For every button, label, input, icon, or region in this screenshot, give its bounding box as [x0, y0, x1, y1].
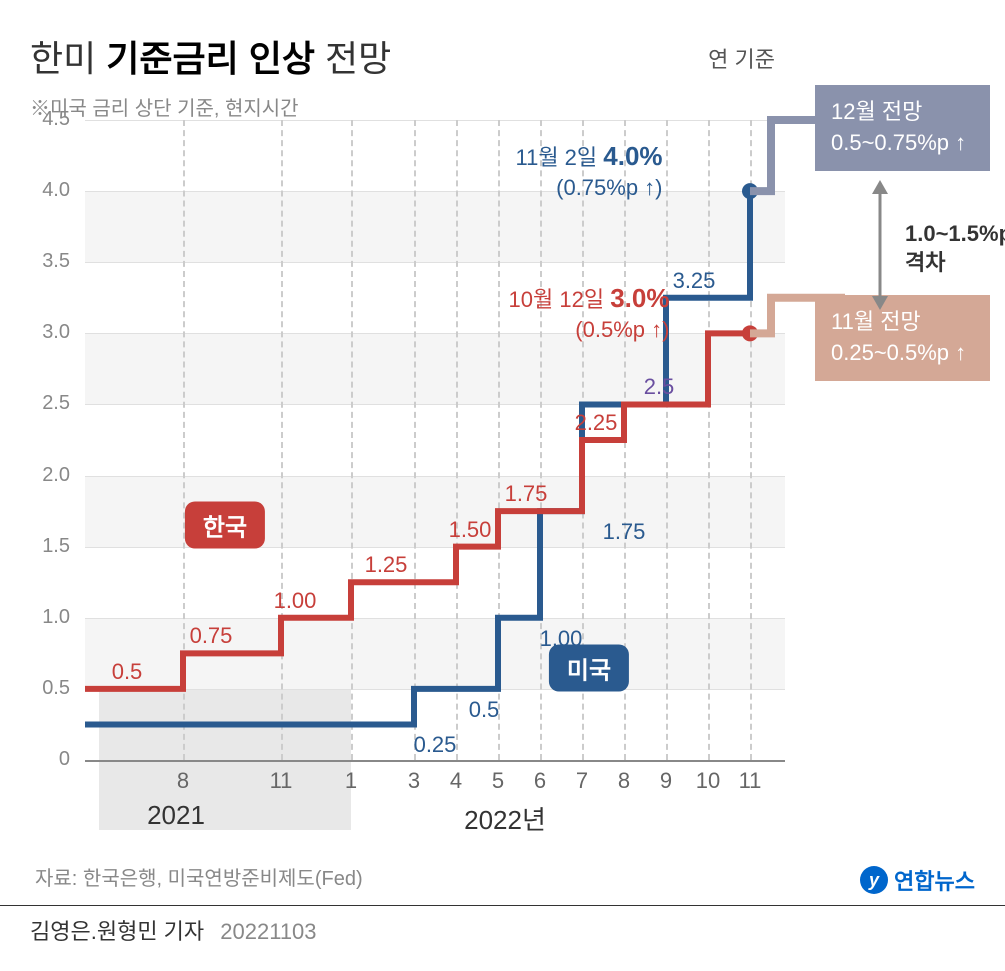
title-part2: 기준금리 인상 [106, 38, 315, 79]
forecast-box-usa: 12월 전망0.5~0.75%p ↑ [815, 85, 990, 171]
value-label: 1.00 [274, 588, 317, 614]
value-label: 3.25 [673, 268, 716, 294]
x-year-label: 2022년 [464, 800, 546, 837]
y-tick-label: 1.5 [20, 535, 70, 558]
plot-svg [85, 120, 785, 760]
y-tick-label: 2.5 [20, 392, 70, 415]
x-tick-label: 1 [345, 768, 357, 794]
x-tick-label: 3 [408, 768, 420, 794]
value-label: 0.25 [414, 732, 457, 758]
byline-date: 20221103 [220, 919, 316, 944]
series-badge-korea: 한국 [185, 502, 265, 549]
value-label: 1.50 [449, 517, 492, 543]
byline: 김영은.원형민 기자 20221103 [30, 914, 317, 946]
chart-container: 한미 기준금리 인상 전망 연 기준 ※미국 금리 상단 기준, 현지시간 00… [0, 0, 1005, 971]
value-label: 1.75 [603, 519, 646, 545]
chart-title: 한미 기준금리 인상 전망 [30, 30, 985, 82]
logo-text: 연합뉴스 [894, 864, 975, 896]
x-tick-label: 8 [618, 768, 630, 794]
y-tick-label: 1.0 [20, 606, 70, 629]
value-label: 0.5 [469, 697, 500, 723]
forecast-box-korea: 11월 전망0.25~0.5%p ↑ [815, 295, 990, 381]
value-label: 2.25 [575, 410, 618, 436]
footer-divider [0, 905, 1005, 906]
x-tick-label: 9 [660, 768, 672, 794]
y-tick-label: 4.0 [20, 179, 70, 202]
y-tick-label: 2.0 [20, 464, 70, 487]
series-line [85, 191, 750, 724]
logo-icon: y [860, 866, 888, 894]
value-label: 2.5 [644, 374, 675, 400]
value-label: 0.5 [112, 659, 143, 685]
y-tick-label: 4.5 [20, 108, 70, 131]
logo: y 연합뉴스 [860, 864, 975, 896]
subtitle-right: 연 기준 [708, 42, 775, 74]
series-callout: 10월 12일 3.0%(0.5%p ↑) [509, 282, 670, 344]
byline-authors: 김영은.원형민 기자 [30, 919, 204, 944]
x-tick-label: 6 [534, 768, 546, 794]
value-label: 0.75 [190, 623, 233, 649]
title-part3: 전망 [315, 38, 391, 79]
value-label: 1.25 [365, 552, 408, 578]
series-callout: 11월 2일 4.0%(0.75%p ↑) [515, 140, 662, 202]
x-year-label: 2021 [147, 800, 205, 831]
y-tick-label: 3.0 [20, 321, 70, 344]
x-tick-label: 8 [177, 768, 189, 794]
title-part1: 한미 [30, 38, 106, 79]
y-tick-label: 3.5 [20, 250, 70, 273]
x-tick-label: 11 [270, 768, 293, 794]
x-tick-label: 5 [492, 768, 504, 794]
value-label: 1.75 [505, 481, 548, 507]
y-tick-label: 0.5 [20, 677, 70, 700]
gap-text: 1.0~1.5%p격차 [905, 220, 1005, 277]
x-axis-line [85, 760, 785, 762]
gap-arrow-icon [860, 180, 900, 320]
source-text: 자료: 한국은행, 미국연방준비제도(Fed) [35, 862, 363, 891]
x-tick-label: 7 [576, 768, 588, 794]
x-tick-label: 10 [696, 768, 720, 794]
x-tick-label: 11 [739, 768, 762, 794]
x-tick-label: 4 [450, 768, 462, 794]
y-tick-label: 0 [20, 748, 70, 771]
plot-area: 00.51.01.52.02.53.03.54.04.5811134567891… [85, 120, 785, 760]
series-badge-usa: 미국 [549, 644, 629, 691]
